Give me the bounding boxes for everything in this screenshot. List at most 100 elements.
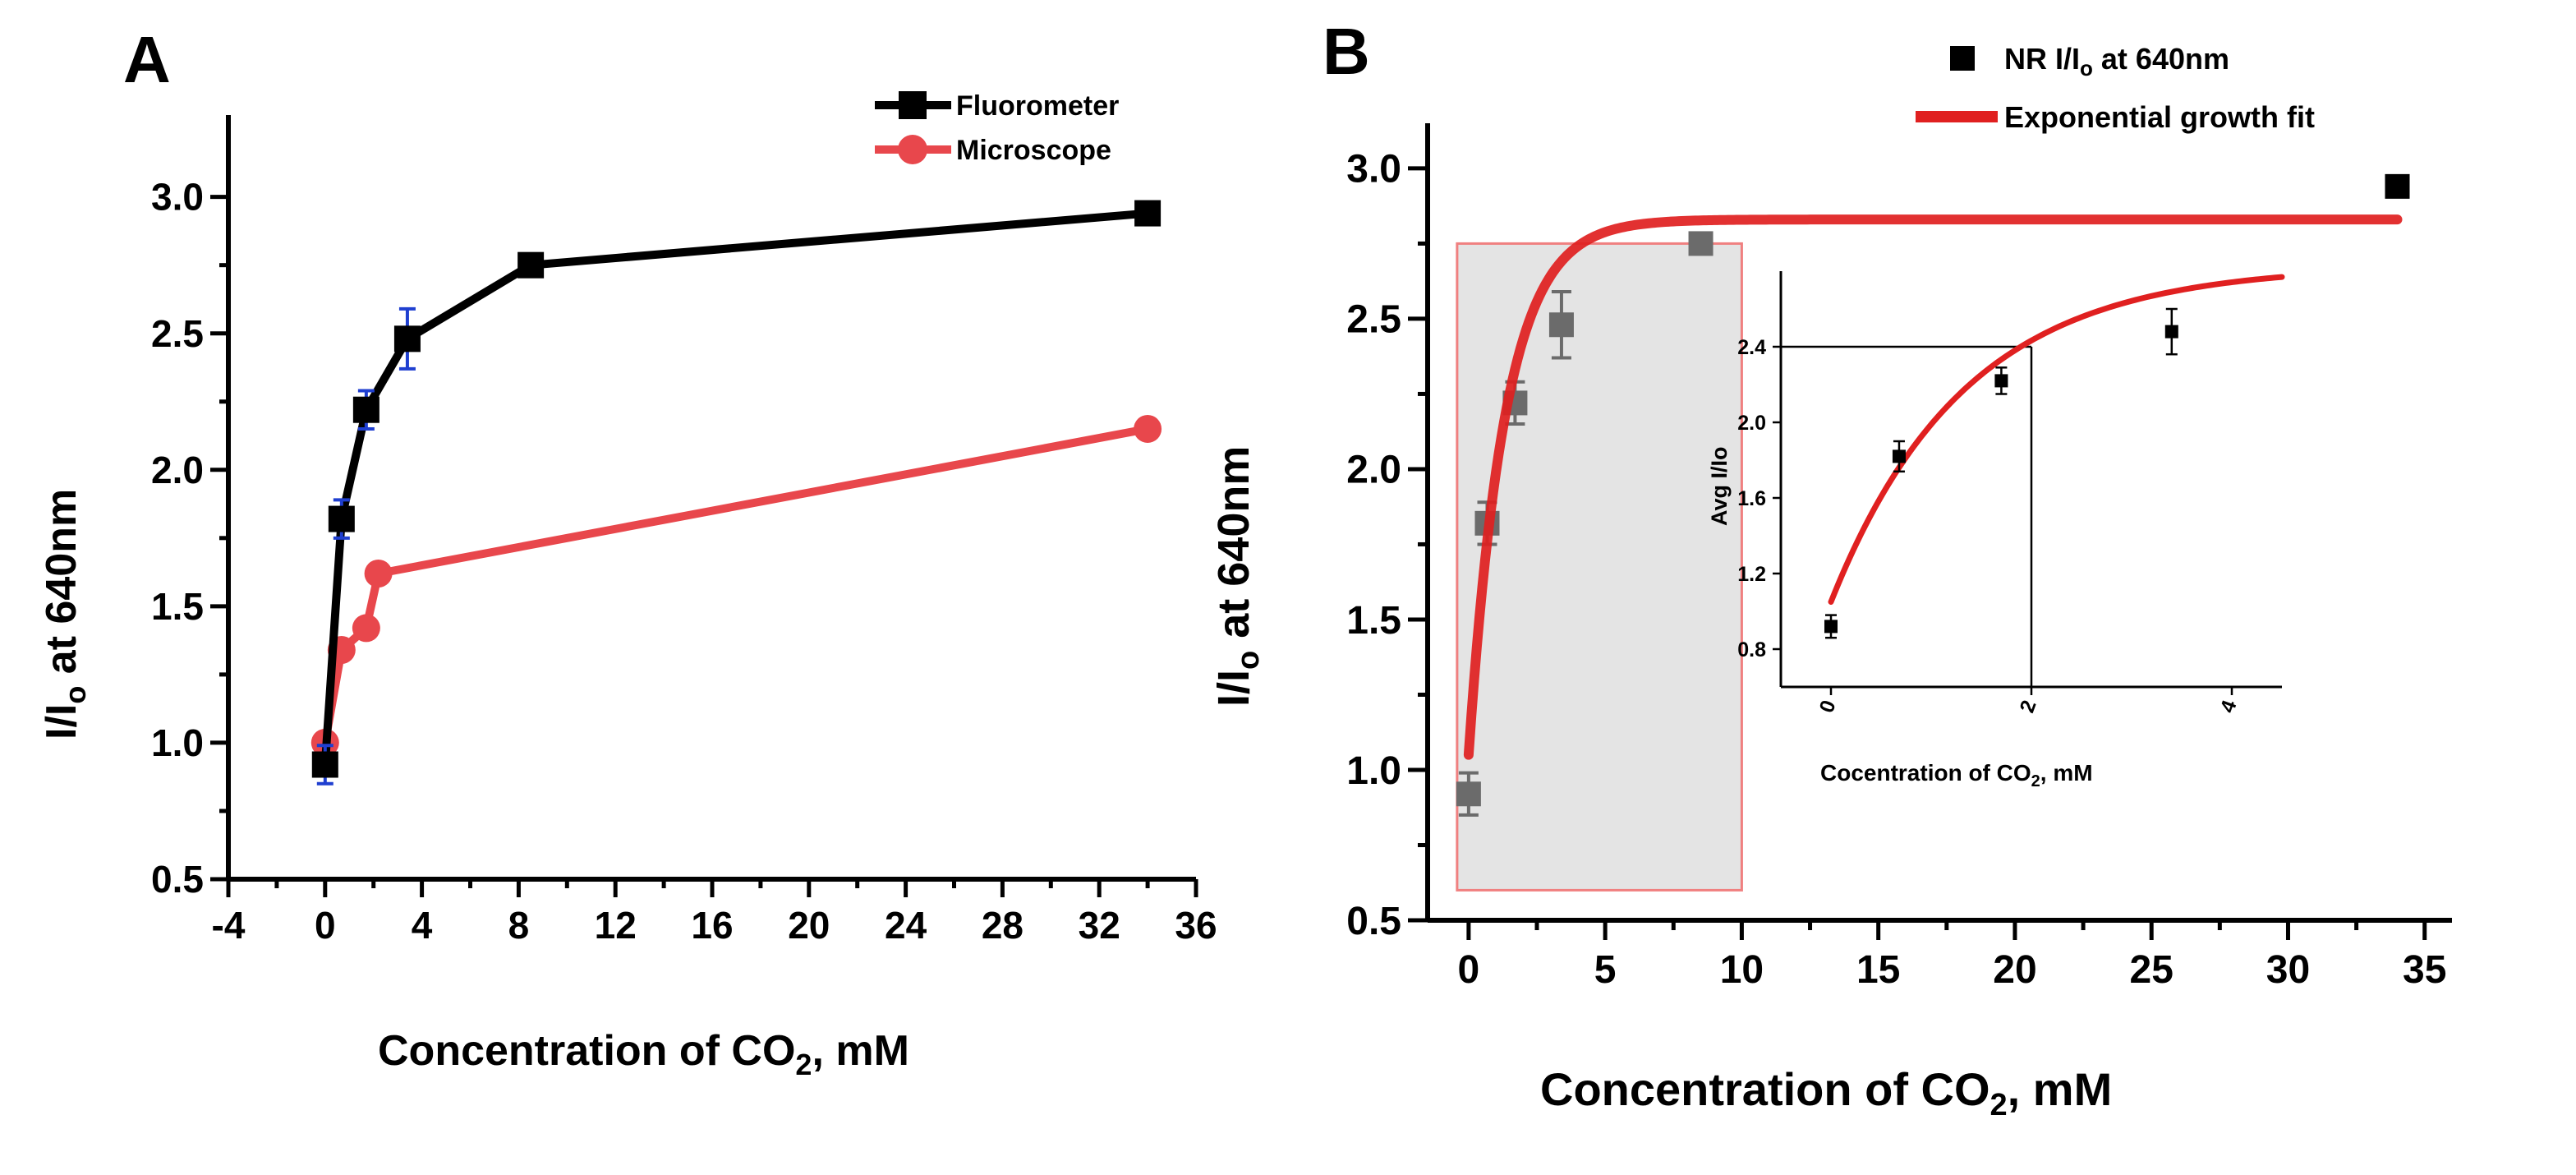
legend-fluorometer-label: Fluorometer [956, 90, 1119, 122]
inset-fit-curve [1828, 274, 2285, 605]
microscope-point [364, 560, 393, 588]
panel-b-x-tick-label: 35 [2403, 948, 2446, 992]
inset-x-tick-label: 4 [2216, 697, 2242, 716]
inset-y-tick-label: 1.2 [1737, 563, 1766, 586]
nr-point [1456, 781, 1481, 807]
fluorometer-point [1134, 200, 1162, 227]
panel-b-x-tick-labels: 0 5 10 15 20 25 30 35 [1458, 948, 2447, 992]
panel-a-xlabel-main: Concentration of CO [378, 1027, 795, 1075]
panel-a-x-tick-label: 24 [885, 904, 927, 947]
nr-point [2385, 173, 2410, 199]
panel-b-y-tick-label: 3.0 [1346, 148, 1401, 191]
panel-b-x-tick-label: 15 [1856, 948, 1900, 992]
panel-b: B 0.51.01.52.02.53.0 0 5 10 15 20 25 30 35 I/Io… [1209, 15, 2452, 1122]
inset-y-tick-label: 0.8 [1737, 638, 1766, 661]
fluorometer-point [328, 505, 355, 532]
panel-b-x-tick-label: 5 [1594, 948, 1617, 992]
panel-b-y-tick-label: 2.5 [1346, 298, 1401, 342]
inset-x-axis-label: Cocentration of CO2, mM [1820, 760, 2093, 790]
legend-microscope-label: Microscope [956, 135, 1111, 166]
microscope-point [352, 614, 380, 643]
panel-a: A 0.5 1.0 1.5 2.0 2.5 3.0 -4 0 4 8 12 16 20 24 28 32 36… [38, 23, 1217, 1081]
panel-b-label: B [1322, 15, 1370, 88]
panel-b-ylabel-main: I/I [1209, 670, 1258, 707]
panel-a-ylabel-sub: o [58, 686, 92, 704]
legend-nr-label-tail: at 640nm [2093, 42, 2229, 76]
panel-a-y-tick-label: 3.0 [151, 176, 204, 219]
panel-a-x-tick-labels: -4 0 4 8 12 16 20 24 28 32 36 [212, 904, 1217, 947]
panel-b-xlabel-sub: 2 [1990, 1088, 2008, 1122]
inset-y-tick-label: 2.0 [1737, 412, 1766, 435]
panel-b-xlabel-main: Concentration of CO [1540, 1063, 1990, 1115]
legend-microscope-marker [898, 135, 927, 164]
panel-a-x-tick-label: 0 [315, 904, 336, 947]
inset-y-tick-label: 1.6 [1737, 487, 1766, 510]
panel-a-label: A [123, 23, 171, 96]
panel-a-xlabel-sub: 2 [795, 1048, 812, 1081]
panel-a-x-axis-label: Concentration of CO2, mM [378, 1027, 909, 1081]
panel-a-y-tick-label: 1.0 [151, 721, 204, 764]
panel-b-x-tick-label: 20 [1993, 948, 2036, 992]
panel-b-inset: 0.8 1.2 1.6 2.0 2.4 0 2 4 Avg I/Io Cocentratio… [1707, 271, 2285, 790]
panel-a-x-tick-label: 4 [412, 904, 433, 947]
panel-b-xlabel-tail: , mM [2008, 1063, 2113, 1115]
panel-b-y-axis-label: I/Io at 640nm [1209, 446, 1266, 707]
panel-a-x-tick-label: -4 [212, 904, 246, 947]
fluorometer-point [311, 751, 338, 778]
panel-b-x-tick-label: 10 [1720, 948, 1764, 992]
panel-a-x-tick-label: 28 [982, 904, 1024, 947]
panel-a-y-tick-label: 0.5 [151, 858, 204, 901]
legend-nr-label-sub: o [2080, 56, 2093, 81]
inset-y-axis-label: Avg I/Io [1707, 446, 1732, 526]
panel-b-y-tick-labels: 0.5 1.0 1.5 2.0 2.5 3.0 [1346, 148, 1401, 943]
panel-a-y-axis-label: I/Io at 640nm [38, 489, 92, 740]
panel-a-x-tick-label: 16 [691, 904, 733, 947]
inset-x-tick-label: 2 [2016, 697, 2041, 716]
inset-axes [1773, 271, 2282, 695]
panel-a-x-tick-label: 8 [508, 904, 530, 947]
panel-a-x-tick-label: 32 [1079, 904, 1120, 947]
inset-xlabel-tail: , mM [2040, 760, 2093, 786]
fluorometer-line [320, 209, 1148, 765]
panel-b-ylabel-tail: at 640nm [1209, 446, 1258, 651]
inset-point [1824, 620, 1838, 634]
microscope-line [320, 425, 1149, 744]
legend-nr-label: NR I/Io at 640nm [2004, 42, 2229, 81]
nr-point [1688, 231, 1714, 256]
inset-x-tick-label: 0 [1815, 697, 1841, 716]
panel-a-ylabel-main: I/I [38, 704, 85, 740]
microscope-point [1134, 414, 1162, 443]
panel-a-y-tick-label: 1.5 [151, 585, 204, 628]
panel-b-ylabel-sub: o [1231, 651, 1266, 670]
panel-b-x-tick-label: 0 [1458, 948, 1480, 992]
inset-x-tick-labels: 0 2 4 [1815, 697, 2242, 716]
exponential-fit-curve [1463, 214, 2403, 760]
panel-b-y-tick-label: 2.0 [1346, 449, 1401, 492]
inset-point [1994, 374, 2008, 388]
panel-b-x-tick-label: 30 [2266, 948, 2310, 992]
panel-b-y-tick-label: 1.5 [1346, 599, 1401, 643]
fluorometer-point [393, 325, 421, 352]
inset-point [1892, 449, 1906, 463]
panel-b-x-axis-label: Concentration of CO2, mM [1540, 1063, 2112, 1122]
legend-nr-label-main: NR I/I [2004, 42, 2080, 76]
panel-a-axes [210, 115, 1198, 897]
panel-a-legend: Fluorometer Microscope [875, 90, 1119, 166]
inset-y-tick-label: 2.4 [1737, 336, 1766, 359]
panel-b-legend: NR I/Io at 640nm Exponential growth fit [1916, 42, 2315, 134]
panel-b-x-tick-label: 25 [2130, 948, 2174, 992]
panel-a-x-tick-label: 36 [1175, 904, 1217, 947]
panel-a-y-tick-label: 2.0 [151, 449, 204, 491]
inset-y-tick-labels: 0.8 1.2 1.6 2.0 2.4 [1737, 336, 1766, 661]
panel-a-x-tick-label: 12 [595, 904, 637, 947]
panel-b-series [1456, 173, 2410, 817]
panel-b-y-tick-label: 0.5 [1346, 900, 1401, 943]
panel-a-ylabel-tail: at 640nm [38, 489, 85, 686]
highlight-rect [1456, 242, 1743, 892]
panel-b-axes [1408, 123, 2452, 940]
legend-nr-marker [1950, 46, 1975, 71]
inset-xlabel-main: Cocentration of CO [1820, 760, 2031, 786]
panel-a-xlabel-tail: , mM [812, 1027, 908, 1075]
inset-series [1781, 274, 2285, 687]
